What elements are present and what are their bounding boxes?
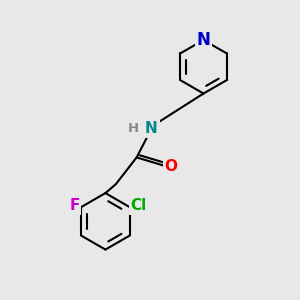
Text: F: F xyxy=(69,198,80,213)
Text: H: H xyxy=(128,122,139,135)
Text: N: N xyxy=(196,31,210,49)
Text: Cl: Cl xyxy=(131,198,147,213)
Text: N: N xyxy=(145,121,158,136)
Text: O: O xyxy=(164,159,177,174)
